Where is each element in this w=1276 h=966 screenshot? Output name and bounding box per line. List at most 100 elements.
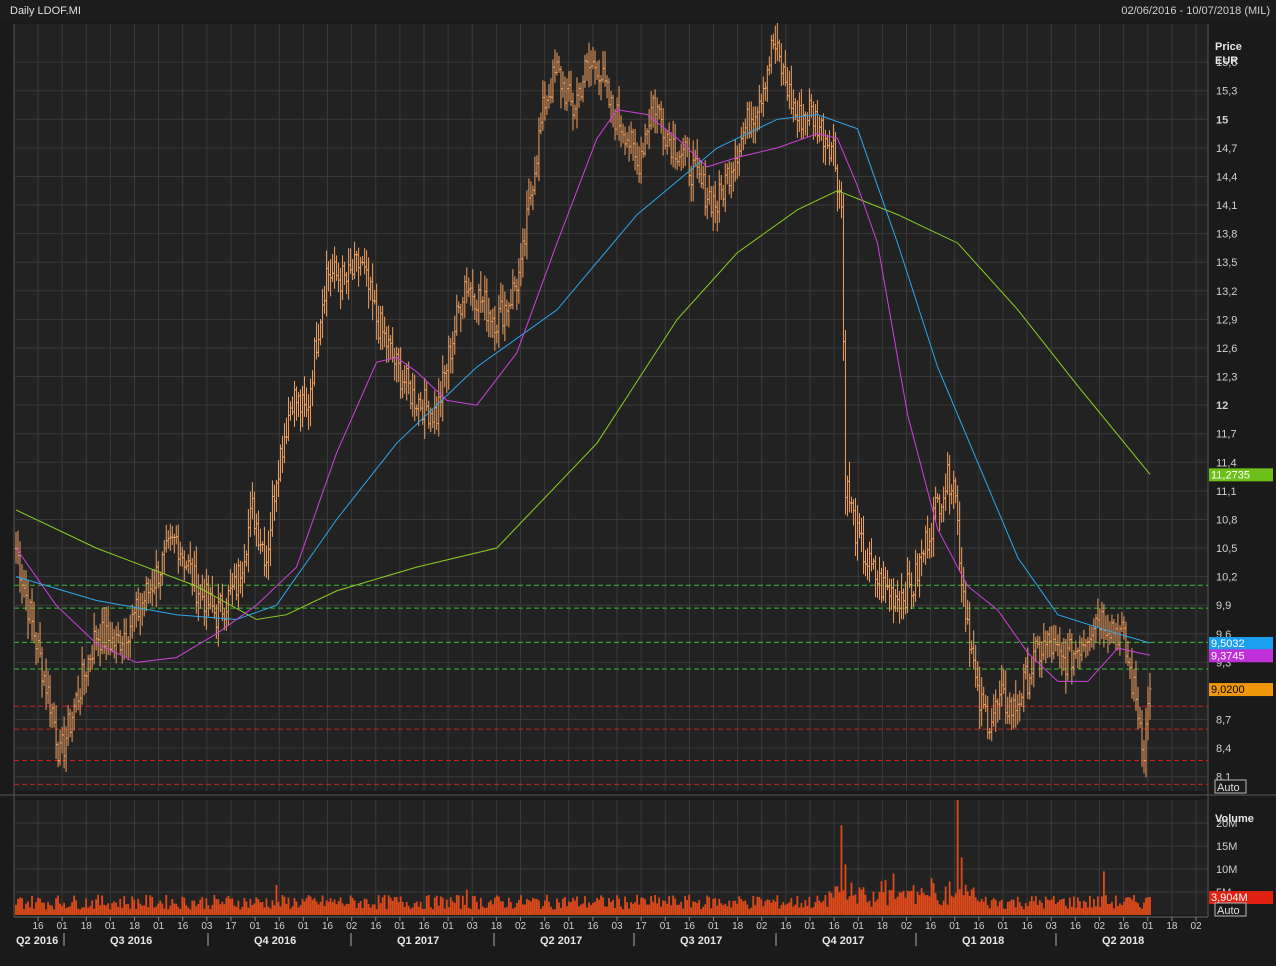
- volume-bar: [594, 901, 596, 915]
- volume-bar: [383, 894, 386, 915]
- volume-bar: [526, 898, 528, 915]
- volume-bar: [191, 900, 194, 915]
- price-tick-label: 11,4: [1216, 457, 1237, 469]
- volume-bar: [616, 895, 618, 915]
- volume-bar: [217, 899, 220, 915]
- volume-bar: [477, 909, 480, 915]
- volume-bar: [700, 909, 703, 915]
- volume-bar: [542, 906, 544, 915]
- volume-bar: [1135, 901, 1137, 915]
- volume-bar: [1002, 908, 1005, 915]
- volume-bar: [568, 901, 570, 915]
- volume-bar: [886, 905, 889, 915]
- volume-bar: [820, 902, 823, 915]
- volume-bar: [135, 908, 138, 915]
- volume-bar: [101, 895, 104, 915]
- volume-bar: [802, 907, 805, 915]
- volume-bar: [289, 908, 292, 915]
- volume-bar: [894, 898, 897, 915]
- day-tick-label: 17: [636, 921, 648, 932]
- volume-bar: [59, 903, 61, 915]
- volume-bar: [233, 905, 236, 915]
- volume-bar: [1105, 895, 1107, 915]
- value-tag: 11,2735: [1209, 468, 1273, 482]
- volume-bar: [878, 892, 881, 915]
- volume-bar: [636, 894, 638, 915]
- volume-bar: [930, 878, 933, 915]
- volume-bar: [822, 900, 825, 915]
- volume-bar: [756, 896, 759, 915]
- volume-bar: [744, 900, 747, 915]
- quarter-label: Q3 2016: [110, 935, 152, 947]
- volume-bar: [884, 879, 887, 915]
- volume-bar: [97, 894, 100, 915]
- volume-bar: [1038, 900, 1041, 915]
- volume-bar: [828, 891, 831, 915]
- volume-bar: [774, 901, 777, 915]
- volume-bar: [654, 894, 657, 915]
- volume-bar: [407, 905, 410, 915]
- volume-bar: [764, 901, 767, 915]
- volume-bar: [265, 898, 268, 915]
- volume-bar: [1101, 896, 1103, 915]
- price-auto-button[interactable]: [1214, 779, 1247, 794]
- volume-axis-title: Volume: [1215, 813, 1254, 825]
- volume-bar: [646, 904, 649, 915]
- day-tick-label: 01: [563, 921, 575, 932]
- volume-bar: [1113, 908, 1115, 915]
- volume-bar: [203, 908, 206, 915]
- volume-bar: [259, 902, 262, 915]
- volume-bar: [864, 894, 867, 915]
- volume-bar: [77, 908, 80, 915]
- volume-bar: [207, 905, 210, 915]
- volume-bar: [305, 897, 308, 915]
- volume-bar: [27, 901, 29, 915]
- volume-bar: [804, 900, 807, 915]
- volume-bar: [870, 906, 873, 915]
- day-tick-label: 02: [346, 921, 358, 932]
- volume-bar: [916, 891, 919, 915]
- volume-bar: [505, 906, 508, 915]
- volume-bar: [958, 889, 961, 915]
- volume-bar: [532, 897, 534, 915]
- volume-bar: [69, 906, 71, 915]
- volume-bar: [1111, 901, 1113, 915]
- volume-bar: [145, 895, 148, 915]
- volume-bar: [479, 897, 482, 915]
- volume-bar: [876, 899, 879, 915]
- price-tick-label: 14,1: [1216, 200, 1237, 212]
- volume-bar: [670, 905, 673, 915]
- volume-bar: [149, 895, 152, 915]
- volume-bar: [369, 907, 372, 915]
- volume-bar: [708, 897, 711, 915]
- volume-bar: [291, 906, 294, 915]
- volume-bar: [167, 909, 170, 915]
- day-tick-label: 01: [250, 921, 262, 932]
- volume-bar: [648, 904, 651, 915]
- volume-bar: [644, 899, 647, 915]
- volume-bar: [113, 901, 116, 915]
- volume-bar: [666, 903, 669, 915]
- volume-bar: [950, 895, 953, 915]
- volume-bar: [1054, 904, 1057, 915]
- volume-bar: [63, 902, 65, 915]
- volume-bar: [760, 899, 763, 915]
- volume-bar: [261, 902, 264, 915]
- volume-bar: [768, 899, 771, 915]
- volume-bar: [183, 897, 186, 915]
- volume-bar: [536, 898, 538, 915]
- volume-bar: [1147, 897, 1149, 915]
- day-tick-label: 01: [153, 921, 165, 932]
- volume-bar: [538, 900, 540, 915]
- volume-bar: [43, 902, 45, 915]
- volume-bar: [139, 903, 142, 915]
- volume-bar: [311, 899, 314, 915]
- volume-auto-button[interactable]: [1214, 902, 1247, 917]
- volume-bar: [566, 906, 568, 915]
- volume-bar: [329, 898, 332, 915]
- volume-tick-label: 15M: [1216, 841, 1237, 853]
- volume-bar: [333, 899, 336, 915]
- value-tag-label: 11,2735: [1211, 469, 1250, 481]
- volume-bar: [267, 906, 270, 915]
